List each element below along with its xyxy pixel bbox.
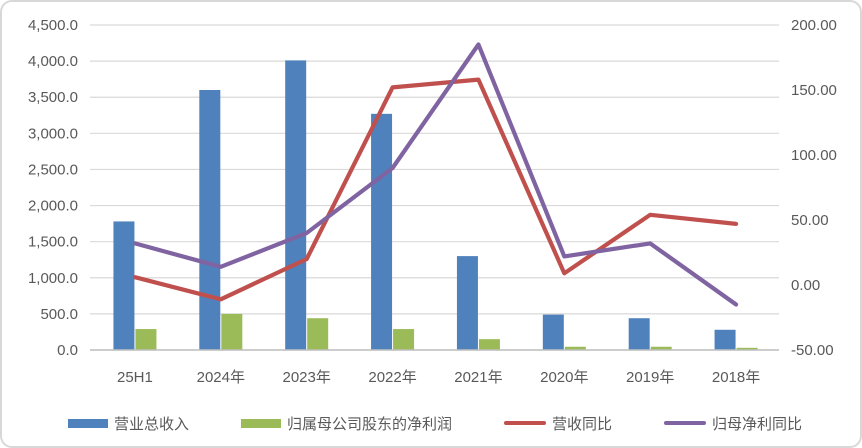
- legend-label-net-profit-yoy: 归母净利同比: [711, 415, 802, 433]
- bar-营业总收入-2022年: [371, 113, 393, 350]
- bar-归属母公司股东的净利润-2022年: [393, 329, 415, 350]
- bar-营业总收入-2020年: [542, 314, 564, 350]
- legend-item-net-profit: 归属母公司股东的净利润: [240, 413, 452, 434]
- legend-label-total-revenue: 营业总收入: [114, 415, 190, 433]
- left-axis-tick-label: 2,000.0: [28, 198, 78, 215]
- right-axis-tick-label: -50.00: [791, 342, 834, 359]
- left-axis-tick-label: 1,500.0: [28, 234, 78, 251]
- bar-归属母公司股东的净利润-2019年: [650, 346, 672, 350]
- bar-归属母公司股东的净利润-2020年: [564, 346, 586, 350]
- legend-label-net-profit: 归属母公司股东的净利润: [286, 415, 452, 433]
- bar-营业总收入-2019年: [628, 318, 650, 350]
- x-axis-category-label: 2023年: [283, 369, 331, 386]
- bar-营业总收入-2018年: [714, 329, 736, 350]
- bar-归属母公司股东的净利润-2023年: [307, 318, 329, 350]
- bar-营业总收入-2023年: [285, 60, 307, 351]
- legend-swatch-total-revenue: [68, 418, 108, 428]
- left-axis-tick-label: 2,500.0: [28, 161, 78, 178]
- legend-item-total-revenue: 营业总收入: [68, 413, 189, 434]
- bar-营业总收入-2021年: [456, 256, 478, 350]
- x-axis-category-label: 2022年: [368, 369, 416, 386]
- right-axis-tick-label: 0.00: [791, 277, 820, 294]
- bar-归属母公司股东的净利润-2018年: [736, 347, 758, 350]
- bar-归属母公司股东的净利润-2024年: [221, 313, 243, 350]
- chart-legend: 营业总收入 归属母公司股东的净利润 营收同比 归母净利同比: [68, 405, 802, 441]
- bar-营业总收入-2024年: [199, 90, 221, 350]
- x-axis-category-label: 25H1: [117, 369, 153, 386]
- x-axis-category-label: 2021年: [454, 369, 502, 386]
- bar-归属母公司股东的净利润-25H1: [135, 329, 157, 350]
- bar-归属母公司股东的净利润-2021年: [478, 339, 500, 350]
- legend-item-revenue-yoy: 营收同比: [503, 413, 612, 434]
- left-axis-tick-label: 500.0: [40, 306, 78, 323]
- legend-swatch-net-profit: [240, 418, 281, 428]
- line-归母净利同比: [132, 42, 739, 307]
- left-axis-tick-label: 4,500.0: [28, 17, 78, 34]
- x-axis-category-label: 2020年: [540, 369, 588, 386]
- left-axis-tick-label: 1,000.0: [28, 270, 78, 287]
- right-axis-tick-label: 50.00: [791, 212, 829, 229]
- line-营收同比: [132, 77, 739, 302]
- right-axis-tick-label: 200.00: [791, 17, 837, 34]
- combo-chart: 4,500.0 4,000.0 3,500.0 3,000.0 2,500.0 2,000…: [28, 17, 837, 386]
- legend-item-net-profit-yoy: 归母净利同比: [663, 413, 802, 434]
- x-axis-category-label: 2019年: [626, 369, 674, 386]
- left-axis-tick-label: 3,000.0: [28, 125, 78, 142]
- left-axis-tick-label: 3,500.0: [28, 89, 78, 106]
- x-axis-category-label: 2018年: [712, 369, 760, 386]
- legend-label-revenue-yoy: 营收同比: [551, 415, 612, 433]
- left-axis-tick-label: 4,000.0: [28, 53, 78, 70]
- left-axis-tick-label: 0.0: [57, 342, 78, 359]
- right-axis-tick-label: 100.00: [791, 147, 837, 164]
- x-axis-category-label: 2024年: [197, 369, 245, 386]
- bar-营业总收入-25H1: [113, 221, 135, 350]
- right-axis-tick-label: 150.00: [791, 82, 837, 99]
- legend-swatch-revenue-yoy: [503, 421, 546, 425]
- legend-swatch-net-profit-yoy: [663, 421, 706, 425]
